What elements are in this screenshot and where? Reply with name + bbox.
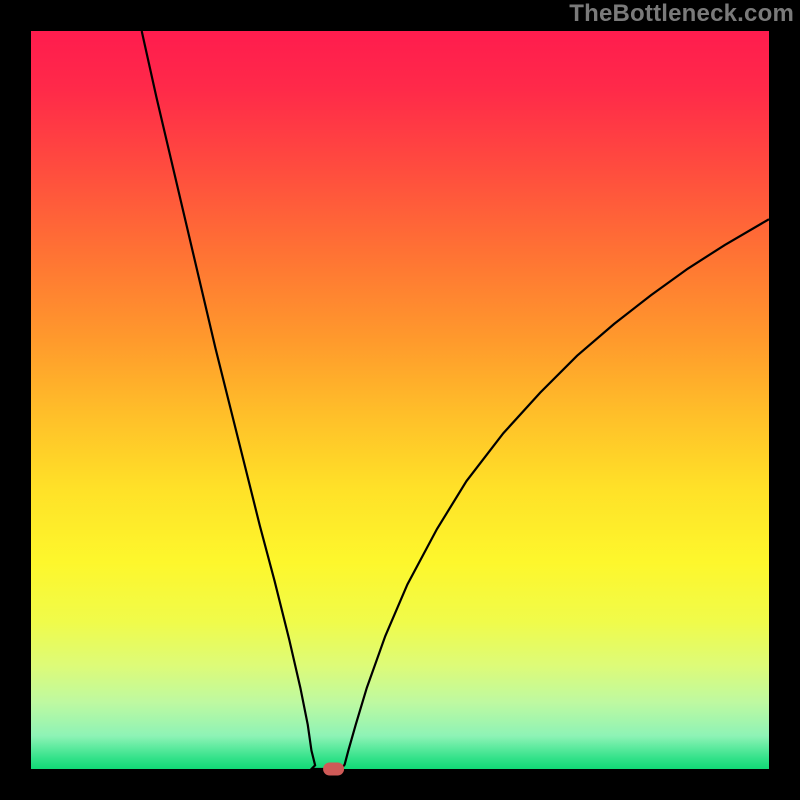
plot-background	[31, 31, 769, 769]
optimal-marker	[324, 763, 344, 775]
bottleneck-chart	[0, 0, 800, 800]
watermark-text: TheBottleneck.com	[569, 0, 794, 28]
figure-container: TheBottleneck.com	[0, 0, 800, 800]
